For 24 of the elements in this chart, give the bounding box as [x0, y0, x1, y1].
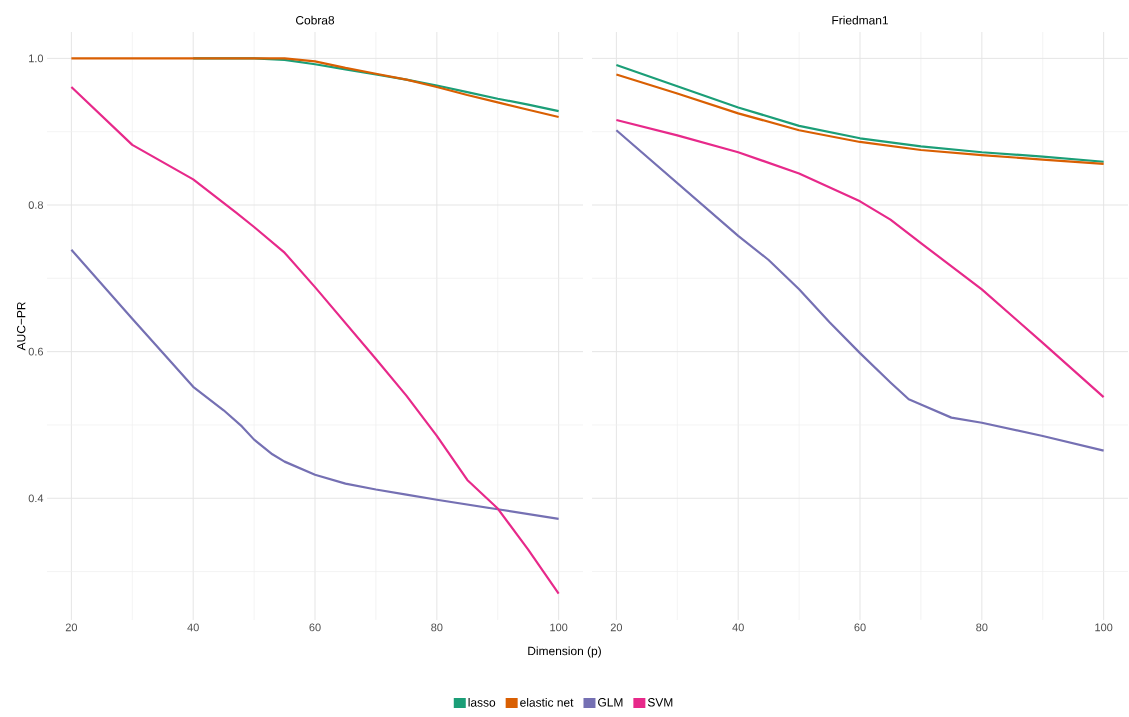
x-tick-label: 40: [187, 623, 199, 632]
legend-label: lasso: [468, 697, 496, 707]
x-axis-title: Dimension (p): [528, 646, 601, 658]
chart-title: Cobra8: [296, 15, 335, 25]
x-tick-label: 60: [309, 623, 321, 632]
x-tick-label: 100: [550, 623, 568, 632]
line-series: [70, 85, 560, 595]
x-tick-label: 20: [65, 623, 78, 632]
x-tick-label: 100: [1095, 623, 1113, 632]
legend-label: elastic net: [520, 697, 574, 707]
x-tick-label: 60: [854, 623, 866, 632]
line-series: [70, 248, 560, 520]
x-tick-label: 80: [431, 623, 443, 632]
y-tick-label: 0.4: [28, 494, 44, 503]
y-tick-label: 0.6: [28, 347, 43, 356]
x-tick-label: 80: [976, 623, 988, 632]
chart-title: Friedman1: [832, 15, 888, 25]
legend-label: GLM: [598, 698, 623, 707]
y-axis-title: AUC−PR: [16, 302, 26, 351]
y-tick-label: 1.0: [29, 54, 44, 63]
legend-label: SVM: [647, 698, 673, 707]
y-tick-label: 0.8: [28, 201, 43, 209]
x-tick-label: 40: [732, 623, 744, 632]
x-tick-label: 20: [610, 623, 623, 632]
